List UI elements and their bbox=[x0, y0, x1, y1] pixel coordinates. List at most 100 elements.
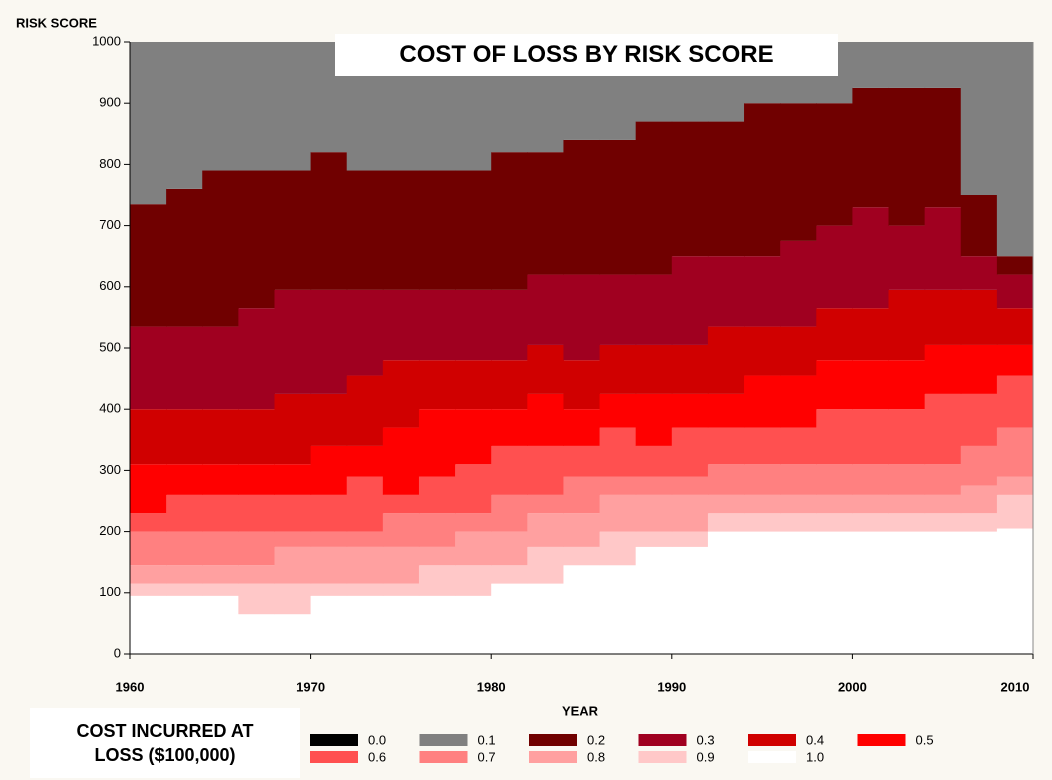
area-step bbox=[924, 513, 962, 532]
area-step bbox=[852, 207, 890, 309]
area-step bbox=[780, 103, 817, 241]
area-step bbox=[635, 393, 673, 446]
area-step bbox=[888, 360, 926, 410]
area-step bbox=[960, 393, 998, 446]
legend-label: 0.1 bbox=[478, 732, 496, 747]
area-step bbox=[274, 289, 312, 394]
area-step bbox=[816, 409, 853, 465]
area-step bbox=[418, 409, 456, 477]
area-step bbox=[707, 427, 745, 465]
area-step bbox=[563, 139, 601, 275]
area-step bbox=[274, 393, 312, 465]
area-step bbox=[744, 513, 781, 532]
area-step bbox=[635, 445, 673, 477]
area-step bbox=[202, 531, 239, 566]
area-step bbox=[924, 494, 962, 514]
legend-label: 0.3 bbox=[697, 732, 715, 747]
area-step bbox=[744, 256, 781, 327]
area-step bbox=[491, 152, 528, 290]
area-step bbox=[274, 583, 312, 615]
area-step bbox=[924, 393, 962, 465]
area-step bbox=[274, 170, 312, 290]
area-step bbox=[960, 485, 998, 514]
area-step bbox=[816, 225, 853, 309]
area-step bbox=[563, 565, 601, 654]
area-step bbox=[527, 274, 564, 345]
area-step bbox=[960, 445, 998, 486]
area-step bbox=[166, 326, 203, 410]
area-step bbox=[563, 513, 601, 547]
area-step bbox=[888, 225, 926, 290]
area-step bbox=[960, 344, 998, 394]
area-step bbox=[274, 614, 312, 654]
area-step bbox=[780, 513, 817, 532]
area-step bbox=[202, 42, 239, 171]
area-step bbox=[816, 308, 853, 361]
area-step bbox=[527, 152, 564, 275]
area-step bbox=[816, 531, 853, 654]
area-step bbox=[455, 565, 492, 596]
area-step bbox=[130, 42, 167, 205]
area-step bbox=[960, 513, 998, 532]
area-step bbox=[166, 494, 203, 532]
area-step bbox=[852, 360, 890, 410]
area-step bbox=[780, 464, 817, 495]
area-step bbox=[671, 476, 709, 495]
area-step bbox=[996, 42, 1034, 257]
legend-label: 0.7 bbox=[478, 749, 496, 764]
legend-swatch bbox=[748, 734, 796, 746]
area-step bbox=[346, 375, 384, 446]
area-step bbox=[382, 546, 420, 584]
area-step bbox=[996, 427, 1034, 477]
legend-label: 1.0 bbox=[806, 749, 824, 764]
area-step bbox=[960, 256, 998, 290]
area-step bbox=[563, 274, 601, 361]
area-step bbox=[671, 546, 709, 654]
x-tick-label: 1960 bbox=[116, 679, 145, 694]
area-step bbox=[888, 531, 926, 654]
area-step bbox=[635, 344, 673, 394]
area-step bbox=[130, 326, 167, 410]
area-step bbox=[382, 289, 420, 361]
area-step bbox=[310, 494, 348, 532]
legend-label: 0.2 bbox=[587, 732, 605, 747]
area-step bbox=[671, 393, 709, 428]
area-step bbox=[707, 464, 745, 495]
area-step bbox=[527, 546, 564, 584]
area-step bbox=[382, 494, 420, 514]
area-step bbox=[924, 87, 962, 208]
area-step bbox=[744, 531, 781, 654]
area-step bbox=[346, 583, 384, 596]
area-step bbox=[707, 393, 745, 428]
legend-swatch bbox=[310, 751, 358, 763]
area-step bbox=[996, 256, 1034, 275]
legend-swatch bbox=[638, 751, 687, 763]
area-step bbox=[346, 546, 384, 584]
area-step bbox=[346, 445, 384, 477]
area-step bbox=[310, 583, 348, 596]
area-step bbox=[418, 170, 456, 290]
area-step bbox=[202, 565, 239, 584]
area-step bbox=[166, 583, 203, 596]
x-tick-label: 1970 bbox=[296, 679, 325, 694]
area-step bbox=[635, 494, 673, 532]
area-step bbox=[852, 42, 890, 88]
area-step bbox=[310, 531, 348, 547]
area-step bbox=[599, 274, 637, 345]
y-tick-label: 1000 bbox=[92, 33, 121, 48]
area-step bbox=[202, 583, 239, 596]
area-step bbox=[599, 344, 637, 394]
area-step bbox=[274, 546, 312, 584]
area-step bbox=[418, 565, 456, 596]
area-step bbox=[238, 583, 275, 615]
area-step bbox=[780, 494, 817, 514]
area-step bbox=[527, 513, 564, 547]
area-step bbox=[202, 595, 239, 654]
legend-swatch bbox=[310, 734, 358, 746]
area-step bbox=[491, 565, 528, 584]
area-step bbox=[816, 494, 853, 514]
area-step bbox=[491, 494, 528, 532]
area-step bbox=[166, 409, 203, 465]
area-step bbox=[202, 326, 239, 410]
area-step bbox=[707, 121, 745, 257]
